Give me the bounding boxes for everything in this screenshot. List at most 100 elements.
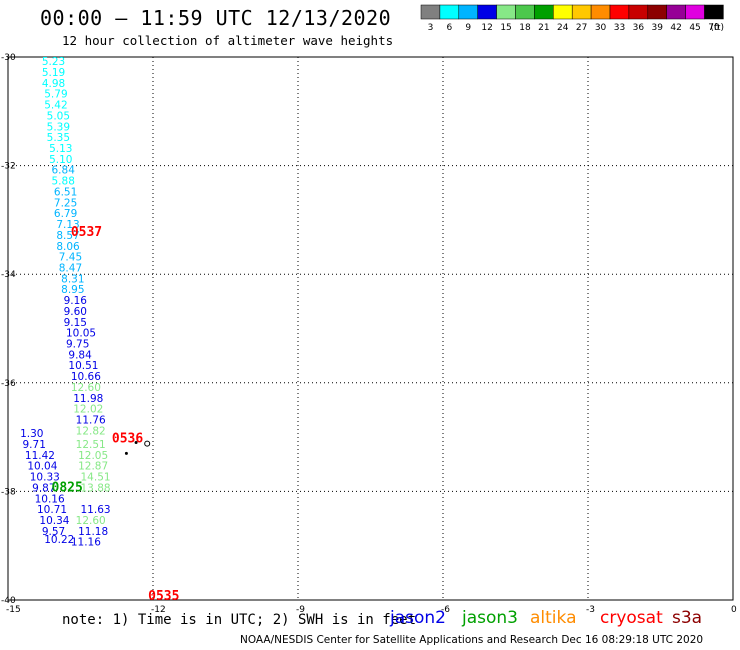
wave-height-value: 10.66 [71,371,101,383]
wave-height-value: 13.88 [81,482,111,494]
wave-height-value: 8.95 [61,284,84,296]
wave-height-value: 11.16 [71,537,101,549]
colorbar-label: 27 [576,23,587,33]
wave-height-value: 14.51 [81,472,111,484]
colorbar-swatch [439,4,460,20]
x-tick-label: -15 [6,605,21,615]
colorbar-swatch [496,4,516,20]
wave-height-value: 8.47 [59,262,82,274]
y-tick-label: -30 [1,53,16,63]
chart-grid [8,57,733,600]
wave-height-value: 11.42 [25,450,55,462]
pass-time-label: 0825 [52,480,83,495]
wave-height-value: 10.16 [35,493,65,505]
wave-height-value: 9.75 [66,339,89,351]
colorbar-swatch [571,4,592,20]
colorbar-label: 15 [500,23,511,33]
pass-time-label: 0537 [71,225,102,240]
wave-height-value: 4.98 [42,78,65,90]
colorbar-label: 12 [481,23,492,33]
wave-height-value: 9.87 [32,482,55,494]
colorbar-label: 36 [633,23,645,33]
legend-jason3: jason3 [462,608,518,628]
wave-height-value: 10.04 [27,461,57,473]
wave-height-value: 6.51 [54,186,77,198]
wave-height-value: 12.82 [76,425,106,437]
x-tick-label: -6 [441,605,450,615]
legend-cryosat: cryosat [600,608,663,628]
wave-height-value: 5.05 [47,110,70,122]
wave-height-value: 12.60 [76,515,106,527]
colorbar-label: 21 [538,23,549,33]
wave-height-value: 5.35 [47,132,70,144]
x-tick-label: -9 [296,605,305,615]
colorbar-label: 3 [428,23,434,33]
colorbar-label: 30 [595,23,607,33]
x-tick-label: -3 [586,605,595,615]
chart-axes: -15 -12 -9 -6 -3 0-30-32-34-36-38-40 [1,53,737,615]
colorbar-label: 6 [446,23,452,33]
track-marker [134,441,138,445]
colorbar-swatch [477,4,497,20]
wave-height-value: 9.15 [64,317,87,329]
y-tick-label: -38 [1,487,16,497]
wave-height-value: 5.42 [44,100,67,112]
wave-height-value: 11.63 [81,504,111,516]
wave-height-value: 12.60 [71,382,101,394]
wave-height-value: 6.79 [54,208,77,220]
wave-height-value: 12.05 [78,450,108,462]
wave-height-value: 7.25 [54,197,77,209]
pass-labels: 0537 0536 0825 0535 [52,225,180,604]
colorbar-swatch [590,4,611,20]
wave-height-value: 6.84 [52,165,76,177]
wave-height-value: 12.51 [76,439,106,451]
pass-time-label: 0535 [148,589,179,604]
colorbar-label: 70 [708,23,720,33]
x-tick-label: 0 [731,605,737,615]
wave-height-value: 11.98 [73,393,103,405]
y-tick-label: -34 [1,270,16,280]
wave-height-value: 5.88 [52,176,75,188]
wave-height-value: 5.23 [42,56,65,68]
plot-frame [7,56,734,601]
colorbar-label: 18 [519,23,531,33]
wave-height-value: 9.16 [64,295,88,307]
wave-height-value: 5.79 [44,89,67,101]
colorbar-label: 42 [670,23,681,33]
wave-height-value: 10.51 [68,360,98,372]
colorbar: 3 6 9 12 15 18 21 24 27 30 33 36 39 42 45 70(ft) [420,4,724,33]
colorbar-swatch [628,4,649,20]
wave-height-value: 8.31 [61,273,84,285]
colorbar-swatch [666,4,686,20]
wave-height-value: 5.19 [42,67,65,79]
legend-jason2: jason2 [390,608,446,628]
y-tick-label: -32 [1,162,16,172]
wave-height-value: 7.13 [56,219,79,231]
wave-height-value: 8.06 [56,241,80,253]
wave-height-value: 12.87 [78,461,108,473]
y-tick-label: -40 [1,596,16,606]
wave-height-value: 7.45 [59,252,82,264]
wave-height-value: 5.10 [49,154,72,166]
legend-s3a: s3a [672,608,703,628]
colorbar-label: 9 [465,23,471,33]
pass-time-label: 0536 [112,432,143,447]
legend-altika: altika [530,608,577,628]
colorbar-swatch [534,4,554,20]
chart-subtitle: 12 hour collection of altimeter wave hei… [62,33,394,48]
wave-height-value: 5.39 [47,121,70,133]
colorbar-label: 39 [652,23,664,33]
wave-height-value: 10.33 [30,472,60,484]
x-tick-label: -12 [151,605,166,615]
colorbar-swatch [647,4,667,20]
colorbar-label: 24 [557,23,569,33]
wave-height-value: 1.30 [20,428,43,440]
colorbar-swatch [704,4,724,20]
wave-height-value: 12.02 [73,404,103,416]
colorbar-swatch [515,4,535,20]
wave-height-value: 10.05 [66,328,96,340]
wave-height-value: 9.60 [64,306,87,318]
track-marker [124,451,128,455]
wave-height-value: 9.84 [68,349,92,361]
